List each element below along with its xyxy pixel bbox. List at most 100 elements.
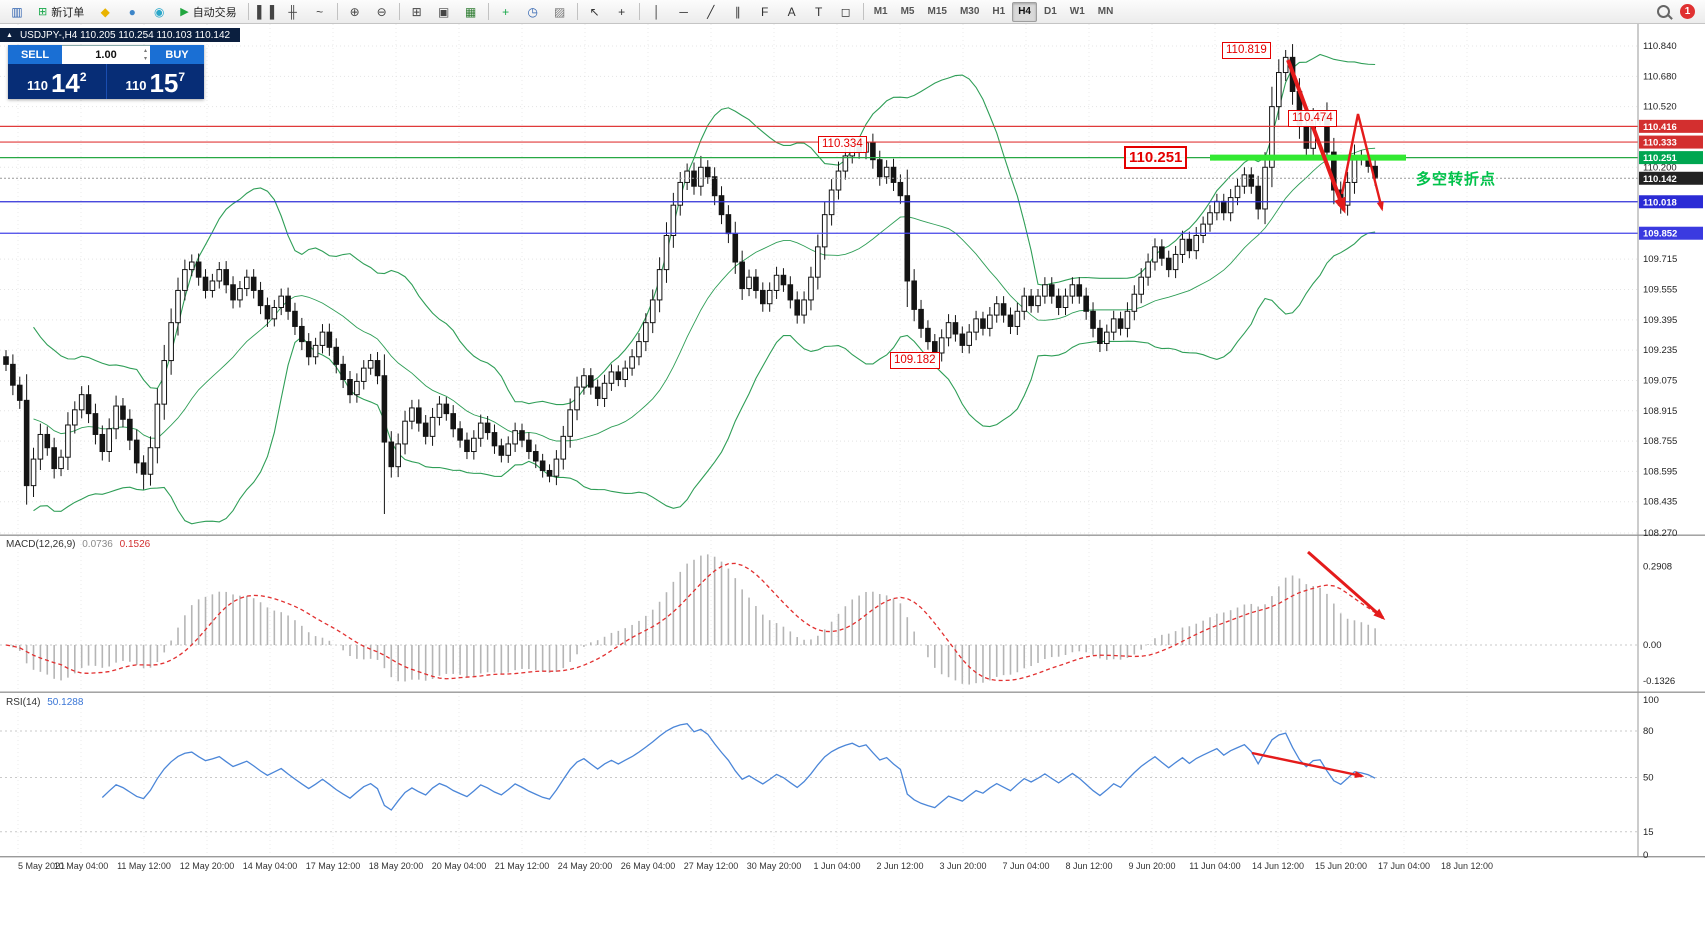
metaeditor-icon: ◆: [100, 4, 110, 19]
template-icon[interactable]: ▨: [547, 1, 573, 23]
terminal-icon: ▥: [11, 4, 23, 19]
new-order-button[interactable]: ⊞ 新订单: [31, 1, 91, 23]
line-chart-icon[interactable]: ~: [307, 1, 333, 23]
candlestick-chart-icon[interactable]: ╫: [280, 1, 306, 23]
volume-down-arrow-icon[interactable]: ▾: [143, 56, 147, 62]
panel-separator[interactable]: [0, 691, 1705, 693]
svg-text:20 May 04:00: 20 May 04:00: [432, 861, 487, 871]
price-callout[interactable]: 110.474: [1288, 110, 1337, 127]
rsi-line: [101, 723, 1376, 811]
svg-text:110.142: 110.142: [1643, 174, 1677, 185]
market-icon[interactable]: ●: [119, 1, 145, 23]
sell-button[interactable]: SELL: [8, 45, 62, 64]
fibonacci-icon[interactable]: F: [752, 1, 778, 23]
svg-text:14 May 04:00: 14 May 04:00: [243, 861, 298, 871]
search-icon[interactable]: [1657, 5, 1670, 18]
price-tag: [1639, 195, 1703, 209]
price-callout[interactable]: 109.182: [890, 352, 940, 369]
toolbar-separator: [576, 3, 578, 20]
svg-text:109.715: 109.715: [1643, 254, 1677, 265]
crosshair-icon: +: [618, 4, 626, 19]
price-callout[interactable]: 110.251: [1124, 146, 1188, 169]
timeframe-m5[interactable]: M5: [900, 6, 915, 17]
svg-text:110.416: 110.416: [1643, 122, 1677, 133]
macd-value: 0.0736: [82, 539, 113, 550]
add-indicator-icon[interactable]: +: [493, 1, 519, 23]
svg-text:15: 15: [1643, 827, 1654, 838]
timeframe-m30[interactable]: M30: [959, 6, 980, 17]
svg-text:7 Jun 04:00: 7 Jun 04:00: [1002, 861, 1049, 871]
terminal-icon[interactable]: ▥: [4, 1, 30, 23]
svg-text:1 Jun 04:00: 1 Jun 04:00: [813, 861, 860, 871]
price-chart[interactable]: 110.840 110.680 110.520 110.200 109.715 109.5…: [0, 24, 1705, 945]
cascade-windows-icon[interactable]: ▣: [431, 1, 457, 23]
label-icon[interactable]: T: [806, 1, 832, 23]
panel-separator[interactable]: [0, 534, 1705, 536]
timeframe-h4[interactable]: H4: [1012, 1, 1037, 22]
svg-text:109.075: 109.075: [1643, 375, 1677, 386]
text-icon[interactable]: A: [779, 1, 805, 23]
cursor-icon[interactable]: ↖: [582, 1, 608, 23]
volume-up-arrow-icon[interactable]: ▴: [143, 48, 147, 54]
trendline-icon[interactable]: ╱: [698, 1, 724, 23]
timeframe-d1[interactable]: D1: [1044, 6, 1057, 17]
turning-point-annotation[interactable]: 多空转折点: [1416, 171, 1497, 188]
period-icon[interactable]: ◷: [520, 1, 546, 23]
fibonacci-icon: F: [761, 4, 769, 19]
svg-text:21 May 12:00: 21 May 12:00: [495, 861, 550, 871]
svg-text:108.270: 108.270: [1643, 528, 1677, 539]
community-icon[interactable]: ◉: [146, 1, 172, 23]
svg-text:27 May 12:00: 27 May 12:00: [684, 861, 739, 871]
rsi-panel: [101, 723, 1376, 811]
price-callout[interactable]: 110.819: [1222, 42, 1271, 59]
svg-text:110.018: 110.018: [1643, 197, 1677, 208]
svg-text:11 Jun 04:00: 11 Jun 04:00: [1189, 861, 1240, 871]
svg-text:110.333: 110.333: [1643, 138, 1677, 149]
price-callout[interactable]: 110.334: [818, 136, 867, 153]
trendline-icon: ╱: [707, 4, 715, 19]
zoom-in-icon[interactable]: ⊕: [342, 1, 368, 23]
macd-panel: [5, 554, 1376, 685]
timeframe-h1[interactable]: H1: [992, 6, 1006, 17]
volume-input[interactable]: 1.00 ▴ ▾: [62, 45, 150, 64]
trend-arrows[interactable]: [1251, 59, 1386, 779]
red-arrow: [1286, 59, 1346, 214]
autotrading-button[interactable]: ▶ 自动交易: [173, 1, 243, 23]
svg-text:108.595: 108.595: [1643, 466, 1677, 477]
bar-chart-icon[interactable]: ▌▐: [253, 1, 279, 23]
svg-text:18 May 20:00: 18 May 20:00: [369, 861, 424, 871]
shapes-icon[interactable]: ◻: [833, 1, 859, 23]
ask-price[interactable]: 110 15 7: [107, 64, 205, 99]
collapse-arrow-icon[interactable]: ▲: [6, 31, 13, 39]
tile-windows-icon[interactable]: ⊞: [404, 1, 430, 23]
timeframe-mn[interactable]: MN: [1097, 6, 1114, 17]
svg-text:11 May 12:00: 11 May 12:00: [117, 861, 171, 871]
add-indicator-icon: +: [502, 4, 510, 19]
hline-icon[interactable]: ─: [671, 1, 697, 23]
crosshair-icon[interactable]: +: [609, 1, 635, 23]
vline-icon[interactable]: │: [644, 1, 670, 23]
notification-badge[interactable]: 1: [1680, 4, 1695, 19]
cascade-windows-icon: ▣: [438, 4, 450, 19]
zoom-out-icon[interactable]: ⊖: [369, 1, 395, 23]
timeframe-m1[interactable]: M1: [873, 6, 888, 17]
channel-icon[interactable]: ∥: [725, 1, 751, 23]
timeframe-w1[interactable]: W1: [1069, 6, 1085, 17]
ask-big-digits: 15: [149, 68, 179, 98]
metaeditor-icon[interactable]: ◆: [92, 1, 118, 23]
buy-button[interactable]: BUY: [150, 45, 204, 64]
toolbar-separator: [336, 3, 338, 20]
panel-separator[interactable]: [0, 856, 1705, 858]
svg-text:10 May 04:00: 10 May 04:00: [54, 861, 109, 871]
bollinger-bands: [33, 53, 1376, 525]
toolbar-right-group: 1: [1657, 4, 1701, 19]
bid-price[interactable]: 110 14 2: [8, 64, 107, 99]
rsi-name: RSI(14): [6, 697, 41, 708]
cursor-icon: ↖: [589, 4, 600, 19]
line-chart-icon: ~: [316, 4, 324, 19]
timeframe-m15[interactable]: M15: [927, 6, 947, 17]
price-scale[interactable]: 110.840 110.680 110.520 110.200 109.715 109.5…: [0, 41, 1703, 861]
chart-window[interactable]: 110.840 110.680 110.520 110.200 109.715 109.5…: [0, 24, 1705, 945]
arrange-windows-icon[interactable]: ▦: [458, 1, 484, 23]
macd-signal-value: 0.1526: [119, 539, 151, 550]
